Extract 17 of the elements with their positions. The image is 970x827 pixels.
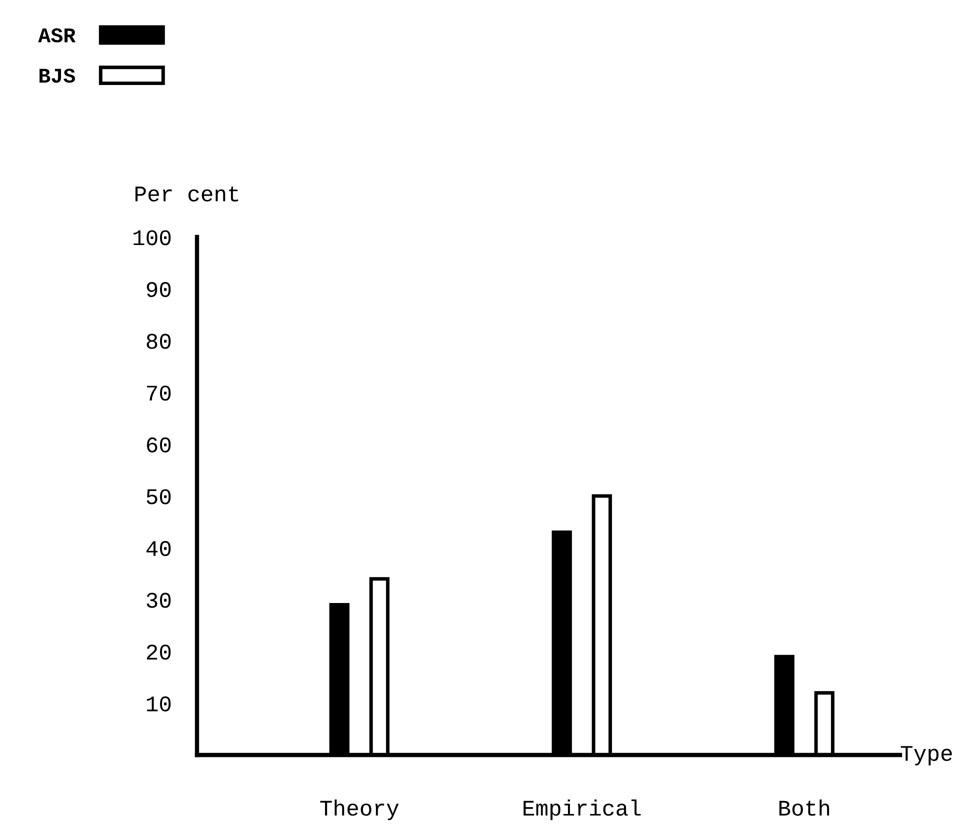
x-tick-label: Empirical [524, 799, 641, 820]
x-tick-label: Theory [320, 799, 399, 820]
y-tick-label: 20 [146, 644, 171, 660]
x-axis-title: Type [900, 746, 952, 766]
y-tick-label: 40 [146, 540, 171, 556]
y-tick-label: 90 [146, 282, 171, 298]
y-tick-label: 70 [147, 386, 171, 401]
y-tick-label: 10 [146, 696, 171, 712]
y-tick-label: 60 [146, 437, 171, 452]
y-tick-label: 100 [134, 230, 171, 246]
y-tick-label: 50 [146, 489, 171, 504]
y-tick-label: 30 [146, 592, 171, 608]
x-tick-label: Both [779, 799, 830, 816]
legend-label: ASR [38, 28, 76, 42]
legend-label: BJS [40, 68, 76, 83]
y-axis-title: Per cent [135, 186, 238, 202]
y-tick-label: 80 [146, 334, 171, 349]
